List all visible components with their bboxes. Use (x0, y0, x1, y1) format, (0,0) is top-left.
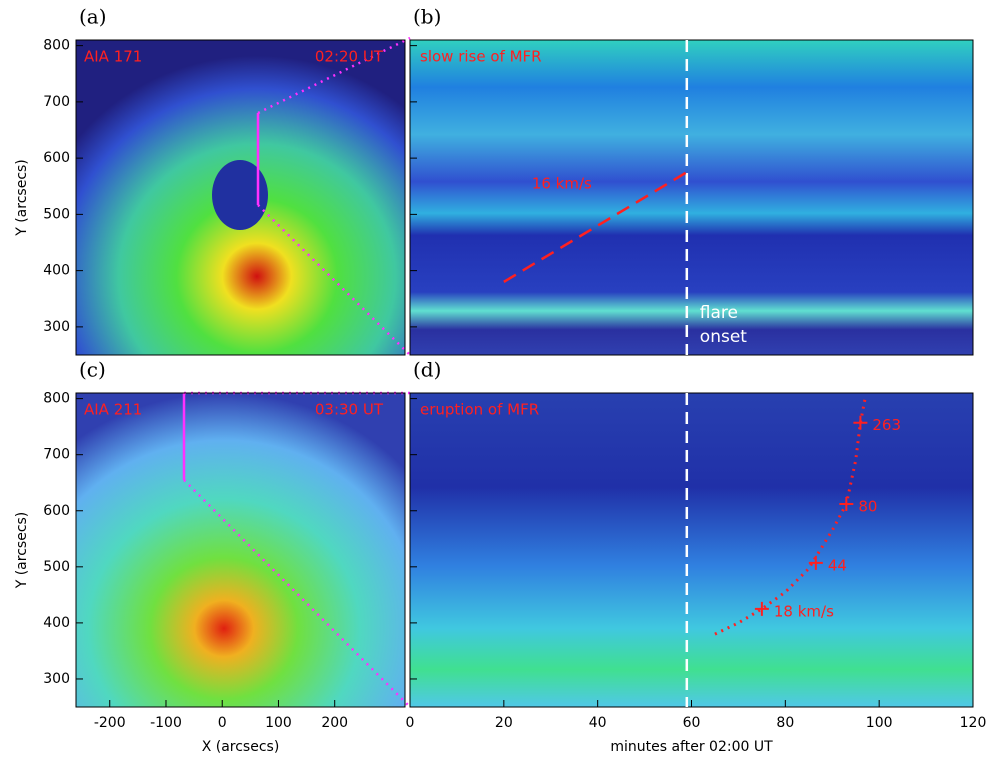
y-tick-label: 500 (43, 559, 70, 575)
y-axis-label: Y (arcsecs) (14, 512, 30, 590)
y-tick-label: 800 (43, 391, 70, 407)
y-tick-label: 500 (43, 206, 70, 222)
time-distance-d (410, 393, 973, 707)
speed-label: 18 km/s (774, 602, 834, 620)
time-label: 03:30 UT (315, 401, 384, 419)
measure-point (853, 415, 868, 430)
frame (409, 39, 974, 356)
instrument-label: AIA 211 (84, 401, 142, 419)
speed-label: 263 (872, 416, 901, 434)
x-tick-label: 200 (321, 715, 348, 731)
height-curve (714, 398, 867, 636)
x-tick-label: 20 (495, 715, 513, 731)
onset-label: flare (700, 303, 738, 323)
x-axis-label: X (arcsecs) (202, 739, 280, 755)
y-tick-label: 800 (43, 38, 70, 54)
cavity (212, 160, 268, 230)
panel-label: (b) (413, 5, 441, 29)
y-tick-label: 600 (43, 503, 70, 519)
speed-label: 44 (828, 556, 847, 574)
x-tick-label: 0 (406, 715, 415, 731)
y-tick-label: 700 (43, 94, 70, 110)
x-tick-label: 120 (960, 715, 987, 731)
y-tick-label: 300 (43, 319, 70, 335)
panel-label: (d) (413, 358, 441, 382)
x-tick-label: 0 (218, 715, 227, 731)
measure-point (839, 497, 854, 512)
measure-point (754, 601, 769, 616)
x-tick-label: -100 (150, 715, 182, 731)
time-label: 02:20 UT (315, 48, 384, 66)
x-tick-label: 60 (683, 715, 701, 731)
frame (75, 392, 406, 708)
frame (75, 39, 406, 356)
fit-line (503, 171, 688, 283)
fit-label: 16 km/s (532, 175, 592, 193)
x-tick-label: -200 (94, 715, 126, 731)
time-distance-b (410, 40, 973, 355)
measure-point (808, 555, 823, 570)
panel-title: slow rise of MFR (420, 48, 542, 66)
instrument-label: AIA 171 (84, 48, 142, 66)
x-tick-label: 100 (265, 715, 292, 731)
panel-label: (a) (79, 5, 107, 29)
y-tick-label: 600 (43, 150, 70, 166)
y-tick-label: 300 (43, 671, 70, 687)
onset-label: onset (700, 327, 747, 347)
panel-title: eruption of MFR (420, 401, 539, 419)
panel-label: (c) (79, 358, 106, 382)
image-211 (76, 393, 405, 707)
y-tick-label: 700 (43, 447, 70, 463)
x-axis-label: minutes after 02:00 UT (610, 739, 773, 755)
x-tick-label: 100 (866, 715, 893, 731)
speed-label: 80 (858, 498, 877, 516)
y-axis-label: Y (arcsecs) (14, 159, 30, 237)
x-tick-label: 80 (776, 715, 794, 731)
y-tick-label: 400 (43, 263, 70, 279)
x-tick-label: 40 (589, 715, 607, 731)
y-tick-label: 400 (43, 615, 70, 631)
